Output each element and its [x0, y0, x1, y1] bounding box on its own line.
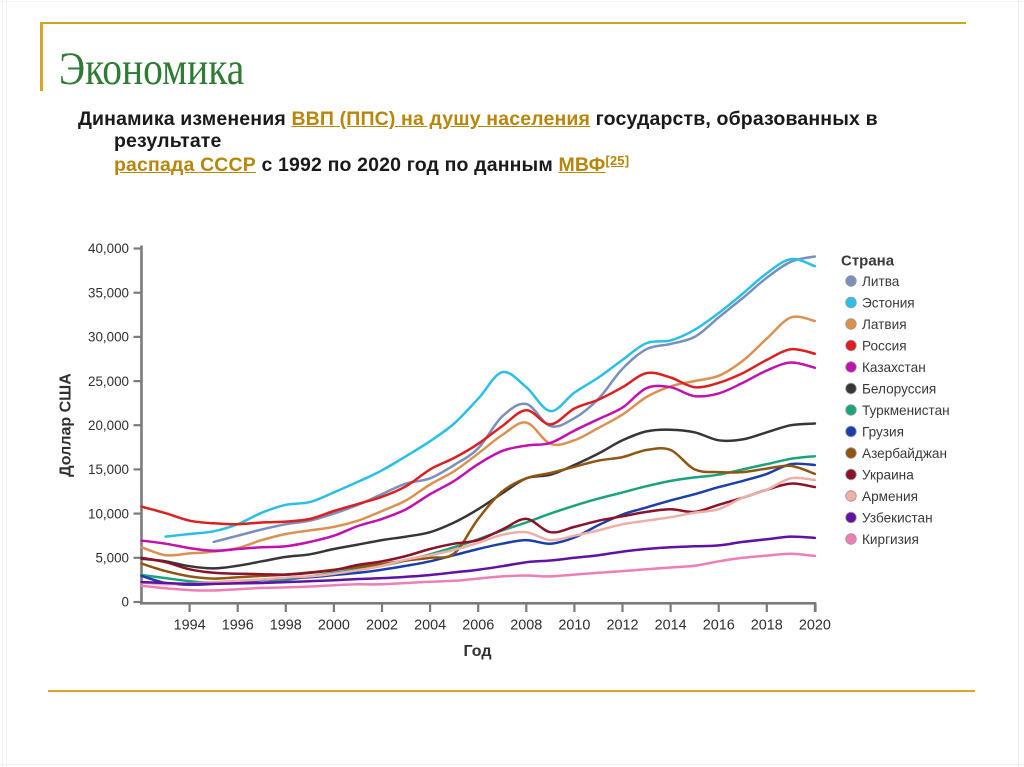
svg-text:Украина: Украина: [862, 467, 914, 482]
svg-text:Эстония: Эстония: [862, 295, 915, 310]
svg-text:0: 0: [122, 595, 129, 610]
svg-text:35,000: 35,000: [88, 285, 129, 300]
svg-text:1996: 1996: [222, 618, 254, 634]
svg-text:Грузия: Грузия: [862, 424, 904, 439]
svg-text:Белоруссия: Белоруссия: [862, 381, 936, 396]
svg-text:Год: Год: [464, 643, 492, 660]
svg-text:2020: 2020: [799, 618, 831, 634]
svg-text:2006: 2006: [462, 618, 494, 634]
svg-text:2002: 2002: [366, 618, 398, 634]
svg-text:2016: 2016: [703, 618, 735, 634]
svg-text:Страна: Страна: [841, 253, 895, 270]
svg-text:2010: 2010: [558, 618, 590, 634]
svg-text:Россия: Россия: [862, 338, 907, 353]
svg-text:20,000: 20,000: [88, 418, 129, 433]
svg-text:Узбекистан: Узбекистан: [862, 510, 933, 525]
svg-text:30,000: 30,000: [88, 330, 129, 345]
svg-text:2000: 2000: [318, 618, 350, 634]
svg-text:2012: 2012: [606, 618, 638, 634]
svg-text:2008: 2008: [510, 618, 542, 634]
svg-text:25,000: 25,000: [88, 374, 129, 389]
svg-text:Литва: Литва: [862, 274, 900, 289]
svg-text:1994: 1994: [174, 618, 206, 634]
svg-text:Доллар США: Доллар США: [58, 373, 75, 477]
svg-text:15,000: 15,000: [88, 462, 129, 477]
svg-text:10,000: 10,000: [88, 506, 129, 521]
svg-text:2004: 2004: [414, 618, 446, 634]
svg-text:1998: 1998: [270, 618, 302, 634]
svg-text:Казахстан: Казахстан: [862, 360, 926, 375]
svg-text:Азербайджан: Азербайджан: [862, 446, 947, 461]
svg-text:2014: 2014: [655, 618, 687, 634]
svg-text:Киргизия: Киргизия: [862, 532, 919, 547]
svg-text:Туркменистан: Туркменистан: [862, 403, 950, 418]
svg-text:Армения: Армения: [862, 489, 918, 504]
svg-text:2018: 2018: [751, 618, 783, 634]
svg-text:40,000: 40,000: [88, 241, 129, 256]
svg-text:5,000: 5,000: [95, 551, 129, 566]
svg-text:Латвия: Латвия: [862, 317, 907, 332]
